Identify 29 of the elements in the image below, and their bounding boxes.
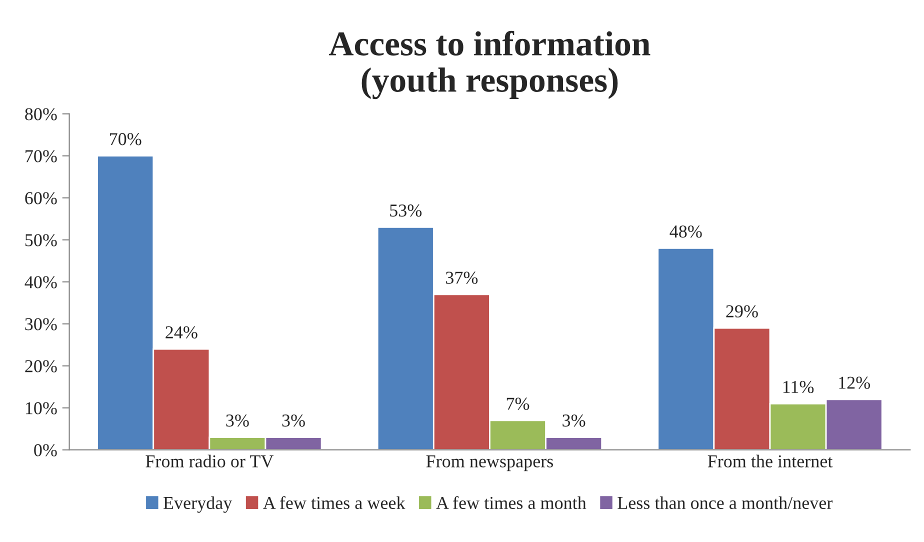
y-tick-label: 10%: [26, 402, 57, 414]
x-tick-label: From radio or TV: [146, 454, 274, 468]
legend-label: Less than once a month/never: [618, 496, 833, 510]
data-label: 3%: [282, 414, 305, 427]
y-tick-label: 60%: [25, 192, 57, 204]
x-tick-label: From newspapers: [426, 455, 553, 472]
data-label: 37%: [446, 272, 478, 284]
y-tick-label: 80%: [25, 108, 57, 120]
data-label: 48%: [670, 225, 702, 238]
data-label: 53%: [390, 204, 422, 217]
data-label: 3%: [562, 414, 586, 427]
x-tick-label: From the internet: [708, 454, 833, 468]
data-label: 7%: [506, 398, 530, 410]
chart-title: Access to information (youth responses): [329, 30, 650, 100]
data-label: 11%: [783, 380, 814, 394]
y-tick-label: 20%: [25, 360, 57, 372]
data-label: 12%: [839, 376, 870, 389]
legend-label: A few times a week: [263, 496, 406, 510]
y-tick-label: 30%: [25, 318, 57, 330]
legend-label: A few times a month: [436, 496, 586, 510]
y-tick-label: 50%: [25, 234, 57, 246]
legend-label: Everyday: [164, 496, 232, 513]
data-label: 70%: [110, 133, 142, 146]
y-tick-label: 0%: [34, 444, 57, 456]
data-label: 24%: [166, 326, 198, 338]
data-label: 29%: [726, 305, 758, 318]
y-tick-label: 40%: [24, 276, 57, 288]
y-tick-label: 70%: [26, 150, 57, 162]
data-label: 3%: [226, 414, 249, 427]
